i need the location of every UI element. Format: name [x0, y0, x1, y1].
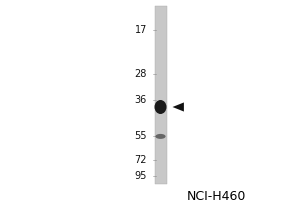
Text: NCI-H460: NCI-H460	[186, 190, 246, 200]
Ellipse shape	[155, 134, 166, 139]
Polygon shape	[172, 102, 184, 112]
Text: 28: 28	[135, 69, 147, 79]
Text: 17: 17	[135, 25, 147, 35]
Text: 95: 95	[135, 171, 147, 181]
Ellipse shape	[154, 100, 166, 114]
Bar	[154, 6, 166, 184]
Text: 36: 36	[135, 95, 147, 105]
Text: 55: 55	[134, 131, 147, 141]
Text: 72: 72	[134, 155, 147, 165]
